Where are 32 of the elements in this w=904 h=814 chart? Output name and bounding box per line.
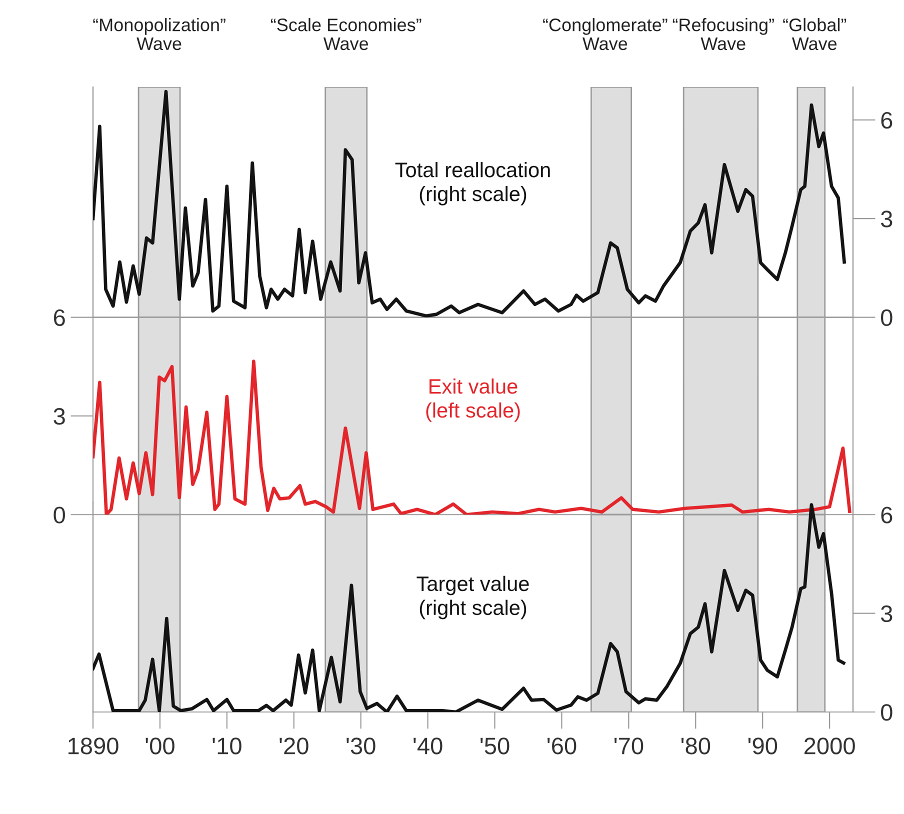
y2-tick-label: 3 xyxy=(880,605,892,622)
band-label: “Monopolization” Wave xyxy=(93,18,226,50)
y2-tick-label: 6 xyxy=(881,506,892,524)
x-tick-label: 1890 xyxy=(68,738,118,754)
x-tick-label: '30 xyxy=(346,738,376,754)
x-tick-label: '70 xyxy=(614,738,644,754)
x-tick-label: '80 xyxy=(681,738,710,754)
band-label: “Refocusing” Wave xyxy=(672,18,774,50)
band-label: “Global” Wave xyxy=(783,18,846,50)
y-tick-label: 6 xyxy=(54,309,65,326)
x-tick-label: '90 xyxy=(748,738,778,754)
x-tick-label: '50 xyxy=(480,738,510,754)
x-tick-label: '10 xyxy=(212,738,242,754)
text: Exit value (left scale) xyxy=(426,378,520,422)
y2-tick-label: 6 xyxy=(881,112,892,129)
band-label: “Conglomerate” Wave xyxy=(543,18,668,50)
y-tick-label: 3 xyxy=(54,408,65,425)
line-series xyxy=(93,90,846,318)
line-series xyxy=(93,360,852,515)
series-label: Total reallocation (right scale) xyxy=(395,162,550,206)
x-tick-label: 2000 xyxy=(804,738,855,754)
x-tick-label: '40 xyxy=(414,738,442,754)
band-label: “Scale Economies” Wave xyxy=(271,18,422,50)
x-tick-label: '20 xyxy=(280,738,308,754)
x-tick-label: '60 xyxy=(548,738,576,754)
y2-tick-label: 0 xyxy=(881,704,892,721)
y2-tick-label: 3 xyxy=(880,210,892,228)
y2-tick-label: 0 xyxy=(881,309,892,326)
x-tick-label: '00 xyxy=(146,738,174,754)
y-tick-label: 0 xyxy=(54,506,65,524)
line-series xyxy=(93,503,846,712)
text: Target value (right scale) xyxy=(416,576,529,620)
